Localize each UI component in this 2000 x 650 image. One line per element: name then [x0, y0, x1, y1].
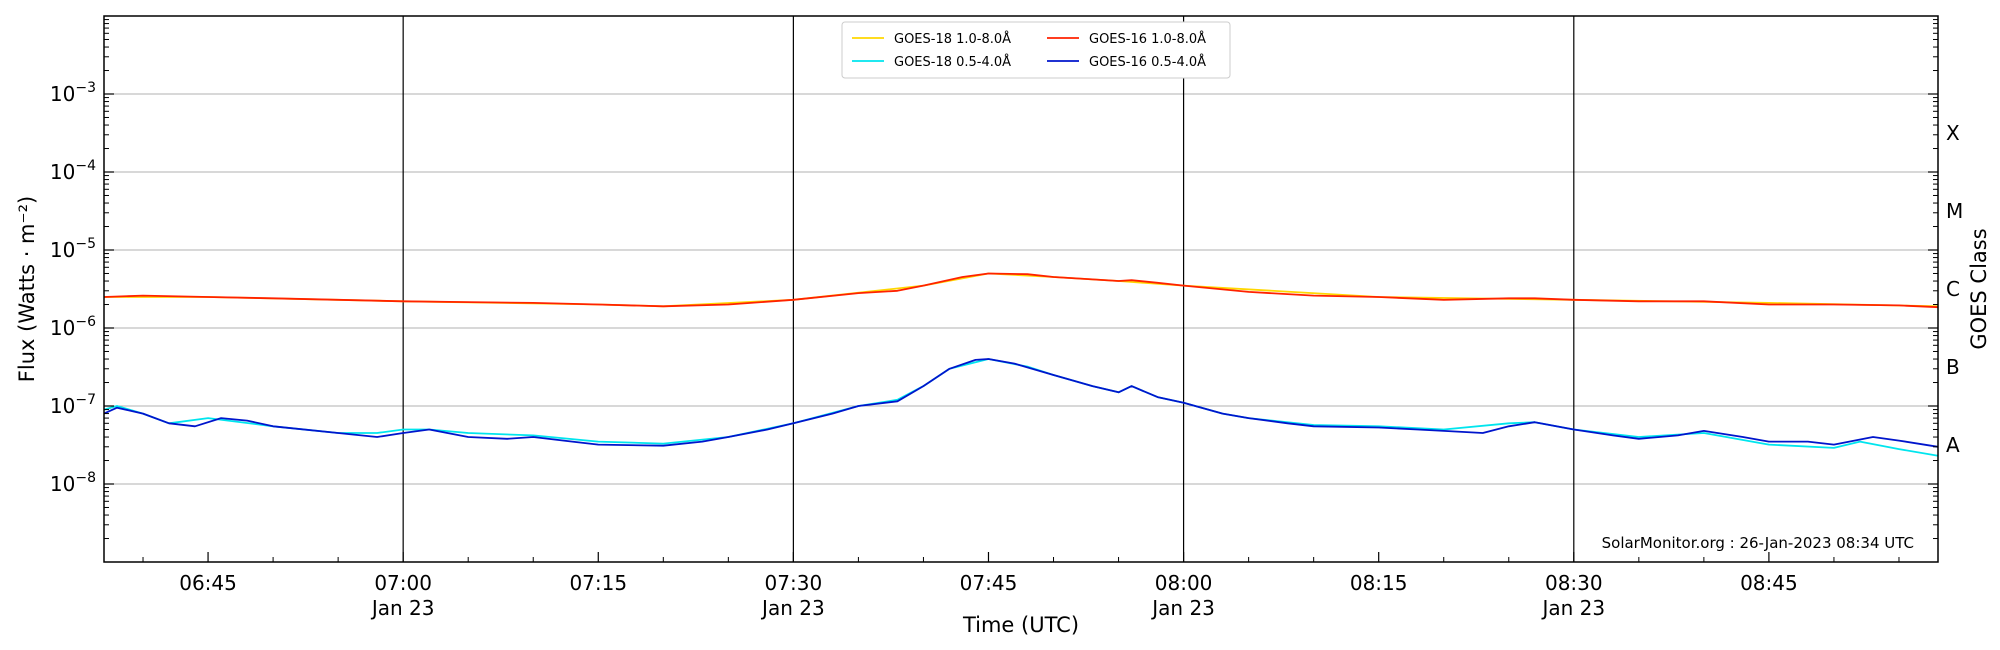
x-axis-label: Time (UTC) — [962, 613, 1079, 637]
x-tick-label: 07:00 — [374, 571, 432, 595]
goes-class-label: C — [1946, 277, 1960, 301]
goes-class-axis-label: GOES Class — [1967, 228, 1991, 349]
y-tick-label: 10−6 — [50, 314, 96, 340]
x-tick-label: 08:00 — [1155, 571, 1213, 595]
y-tick-label: 10−4 — [50, 158, 96, 184]
series-line-goes16-long — [103, 272, 1939, 309]
x-tick-label: 06:45 — [179, 571, 237, 595]
day-marker-lines — [402, 16, 1575, 562]
y-tick-label: 10−3 — [50, 80, 96, 106]
y-tick-labels: 10−8 10−7 10−6 10−5 10−4 10−3 — [50, 80, 96, 496]
goes-class-label: A — [1946, 433, 1960, 457]
x-tick-label: 08:30 — [1545, 571, 1603, 595]
goes-class-label: B — [1946, 355, 1960, 379]
y-tick-exponent: −4 — [75, 158, 96, 174]
y-axis-label: Flux (Watts · m⁻²) — [15, 196, 39, 382]
y-tick-label: 10−8 — [50, 470, 96, 496]
goes-class-label: X — [1946, 121, 1960, 145]
grid-lines — [104, 93, 1938, 485]
legend-entry-label: GOES-18 1.0-8.0Å — [894, 31, 1011, 47]
axis-ticks — [104, 19, 1938, 562]
x-tick-label: 08:15 — [1350, 571, 1408, 595]
legend-entry-label: GOES-16 0.5-4.0Å — [1089, 54, 1206, 70]
y-tick-label: 10−7 — [50, 392, 96, 418]
x-tick-label: 08:45 — [1740, 571, 1798, 595]
legend-box — [841, 21, 1231, 79]
x-tick-date-label: Jan 23 — [1150, 596, 1215, 620]
y-tick-exponent: −6 — [75, 314, 96, 330]
y-tick-exponent: −3 — [75, 80, 96, 96]
series-line-goes16-short — [103, 358, 1939, 448]
legend-entry-label: GOES-18 0.5-4.0Å — [894, 54, 1011, 70]
legend-entry-label: GOES-16 1.0-8.0Å — [1089, 31, 1206, 47]
series-line-goes18-short — [103, 358, 1939, 457]
x-tick-date-label: Jan 23 — [370, 596, 435, 620]
x-tick-date-label: Jan 23 — [760, 596, 825, 620]
x-tick-label: 07:30 — [765, 571, 823, 595]
y-tick-label: 10−5 — [50, 236, 96, 262]
y-tick-exponent: −8 — [75, 470, 96, 486]
y-tick-exponent: −5 — [75, 236, 96, 252]
x-tick-date-label: Jan 23 — [1540, 596, 1605, 620]
goes-class-label: M — [1946, 199, 1963, 223]
legend: GOES-18 1.0-8.0Å GOES-18 0.5-4.0Å GOES-16 … — [841, 21, 1231, 79]
goes-class-labels: A B C M X — [1946, 121, 1963, 457]
credit-text: SolarMonitor.org : 26-Jan-2023 08:34 UTC — [1602, 534, 1914, 552]
x-tick-label: 07:45 — [960, 571, 1018, 595]
x-tick-label: 07:15 — [569, 571, 627, 595]
y-tick-exponent: −7 — [75, 392, 96, 408]
flux-series — [103, 272, 1939, 457]
plot-frame — [103, 15, 1939, 563]
